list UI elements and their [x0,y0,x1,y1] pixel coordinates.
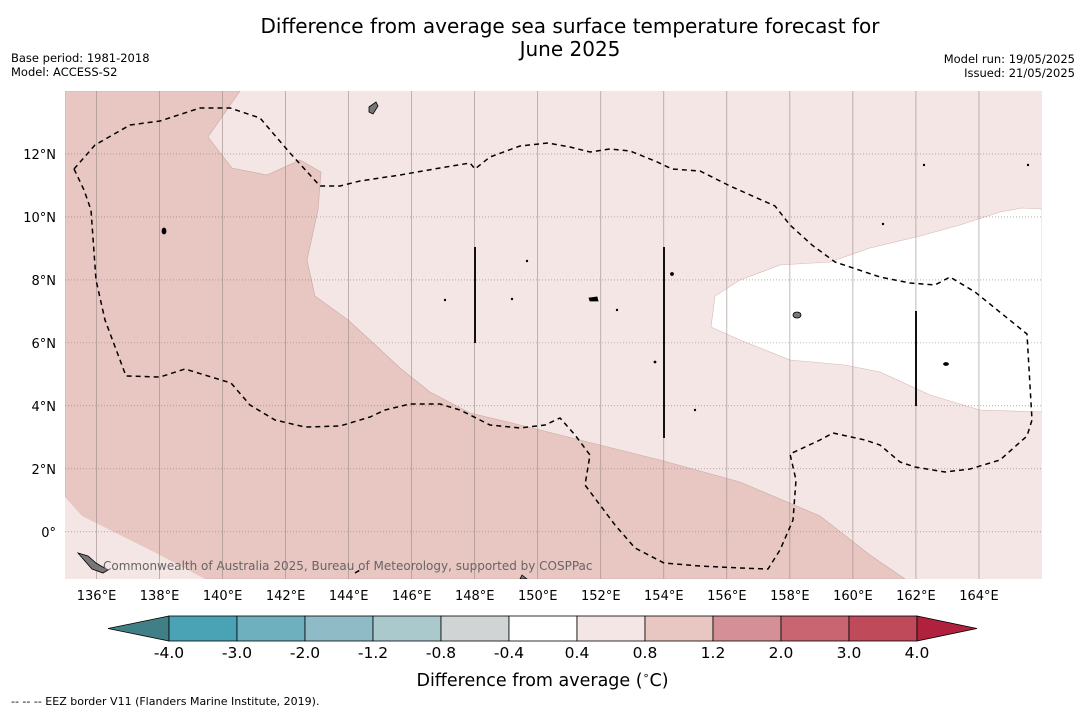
longitude-tick-label: 138°E [140,589,180,604]
longitude-tick-label: 140°E [203,589,243,604]
eez-meridian-markers [474,247,917,438]
colorbar-tick-label: 0.8 [633,644,658,662]
model-run-text: Model run: 19/05/2025 [943,52,1075,66]
colorbar-extend-high [916,615,978,642]
longitude-tick-label: 146°E [392,589,432,604]
longitude-tick-label: 142°E [266,589,306,604]
islands [76,101,1030,579]
anomaly-band-0.8-1.2 [65,91,906,579]
latitude-tick-label: 2°N [32,463,57,478]
colorbar-tick-label: -2.0 [290,644,320,662]
latitude-tick-label: 0° [41,526,56,541]
map-plot-area: Commonwealth of Australia 2025, Bureau o… [65,91,1042,579]
anomaly-band-0.4-0.8-corner [65,497,205,579]
latitude-tick-label: 12°N [23,148,56,163]
colorbar-extend-low [107,615,170,642]
colorbar-segment [168,615,238,642]
colorbar-segment [712,615,782,642]
colorbar-segment [780,615,850,642]
longitude-tick-label: 164°E [959,589,999,604]
colorbar-segment [848,615,918,642]
copyright-notice: Commonwealth of Australia 2025, Bureau o… [103,559,593,573]
colorbar-segment [440,615,510,642]
colorbar-tick-label: 0.4 [565,644,590,662]
longitude-tick-label: 136°E [77,589,117,604]
colorbar-tick-label: -3.0 [222,644,252,662]
longitude-tick-label: 144°E [329,589,369,604]
colorbar [107,615,978,642]
colorbar-segment [304,615,374,642]
latitude-tick-labels: 12°N 10°N 8°N 6°N 4°N 2°N 0° [23,148,56,541]
anomaly-band-minus0.4-0.4 [710,207,1042,413]
colorbar-label: Difference from average (∘C) [416,669,669,691]
colorbar-tick-label: -0.8 [426,644,456,662]
run-info: Model run: 19/05/2025 Issued: 21/05/2025 [944,52,1075,80]
colorbar-tick-label: -1.2 [358,644,388,662]
issued-date-text: Issued: 21/05/2025 [964,66,1075,80]
eez-legend-note: -- -- -- EEZ border V11 (Flanders Marine… [11,695,320,708]
colorbar-segment [236,615,306,642]
colorbar-tick-label: -0.4 [494,644,524,662]
latitude-tick-label: 6°N [32,337,57,352]
model-name-text: Model: ACCESS-S2 [11,65,118,79]
colorbar-tick-label: 4.0 [905,644,930,662]
colorbar-tick-labels: -4.0 -3.0 -2.0 -1.2 -0.8 -0.4 0.4 0.8 1.2 2.0 3.0 4… [154,644,929,662]
eez-borders [73,107,1033,574]
latitude-tick-label: 8°N [32,274,57,289]
longitude-tick-label: 148°E [455,589,495,604]
colorbar-segment [372,615,442,642]
longitude-tick-label: 152°E [581,589,621,604]
chart-title-line-2: June 2025 [519,37,621,61]
colorbar-tick-label: 2.0 [769,644,794,662]
chart-title-line-1: Difference from average sea surface temp… [260,14,880,38]
colorbar-tick-label: -4.0 [154,644,184,662]
latitude-tick-label: 4°N [32,400,57,415]
model-info: Base period: 1981-2018 Model: ACCESS-S2 [11,51,150,79]
longitude-tick-label: 158°E [770,589,810,604]
longitude-tick-label: 154°E [644,589,684,604]
colorbar-segment [644,615,714,642]
base-period-text: Base period: 1981-2018 [11,51,150,65]
colorbar-tick-label: 3.0 [837,644,862,662]
longitude-tick-label: 162°E [896,589,936,604]
longitude-tick-label: 160°E [833,589,873,604]
longitude-tick-labels: 136°E 138°E 140°E 142°E 144°E 146°E 148°E 150°E… [77,589,999,604]
colorbar-segment [508,615,578,642]
latitude-tick-label: 10°N [23,211,56,226]
colorbar-tick-label: 1.2 [701,644,726,662]
longitude-tick-label: 150°E [518,589,558,604]
longitude-tick-label: 156°E [707,589,747,604]
colorbar-segment [576,615,646,642]
